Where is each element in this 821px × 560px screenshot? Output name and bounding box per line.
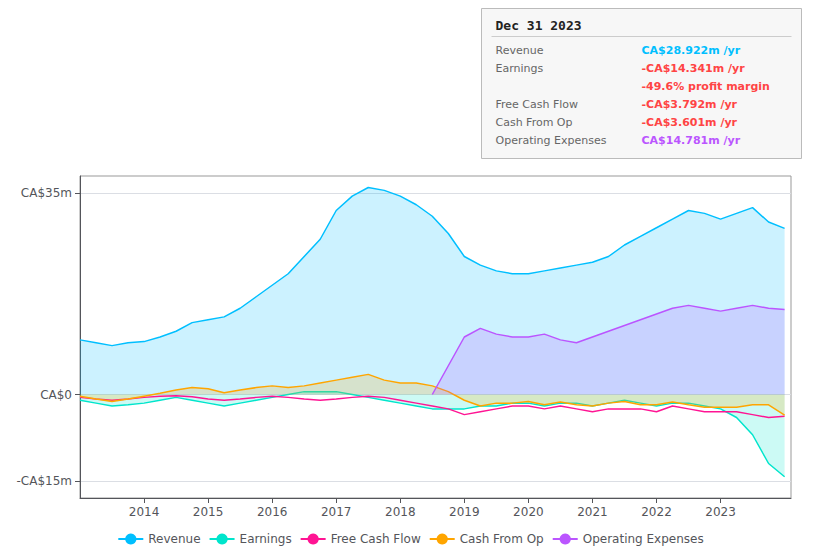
svg-text:Operating Expenses: Operating Expenses (583, 532, 704, 546)
svg-text:CA$28.922m /yr: CA$28.922m /yr (642, 44, 741, 57)
svg-text:2014: 2014 (129, 505, 160, 519)
svg-text:2023: 2023 (705, 505, 736, 519)
svg-text:2015: 2015 (193, 505, 224, 519)
svg-text:Cash From Op: Cash From Op (460, 532, 544, 546)
svg-text:Revenue: Revenue (496, 44, 544, 57)
svg-text:Earnings: Earnings (240, 532, 292, 546)
svg-text:CA$0: CA$0 (40, 388, 72, 402)
svg-text:-CA$3.601m /yr: -CA$3.601m /yr (642, 116, 738, 129)
svg-text:-CA$14.341m /yr: -CA$14.341m /yr (642, 62, 746, 75)
svg-text:2017: 2017 (321, 505, 352, 519)
svg-text:2021: 2021 (577, 505, 608, 519)
svg-text:Cash From Op: Cash From Op (496, 116, 573, 129)
svg-text:-49.6% profit margin: -49.6% profit margin (642, 80, 770, 93)
svg-text:Dec 31 2023: Dec 31 2023 (496, 18, 582, 33)
svg-text:Operating Expenses: Operating Expenses (496, 134, 607, 147)
svg-text:2016: 2016 (257, 505, 288, 519)
svg-text:2020: 2020 (513, 505, 544, 519)
svg-text:Earnings: Earnings (496, 62, 544, 75)
svg-text:CA$35m: CA$35m (21, 186, 72, 200)
svg-text:Revenue: Revenue (148, 532, 200, 546)
svg-text:-CA$3.792m /yr: -CA$3.792m /yr (642, 98, 738, 111)
svg-text:CA$14.781m /yr: CA$14.781m /yr (642, 134, 741, 147)
svg-text:Free Cash Flow: Free Cash Flow (496, 98, 579, 111)
svg-text:-CA$15m: -CA$15m (16, 474, 72, 488)
svg-text:Free Cash Flow: Free Cash Flow (331, 532, 421, 546)
svg-text:2022: 2022 (641, 505, 672, 519)
svg-text:2019: 2019 (449, 505, 480, 519)
svg-text:2018: 2018 (385, 505, 416, 519)
